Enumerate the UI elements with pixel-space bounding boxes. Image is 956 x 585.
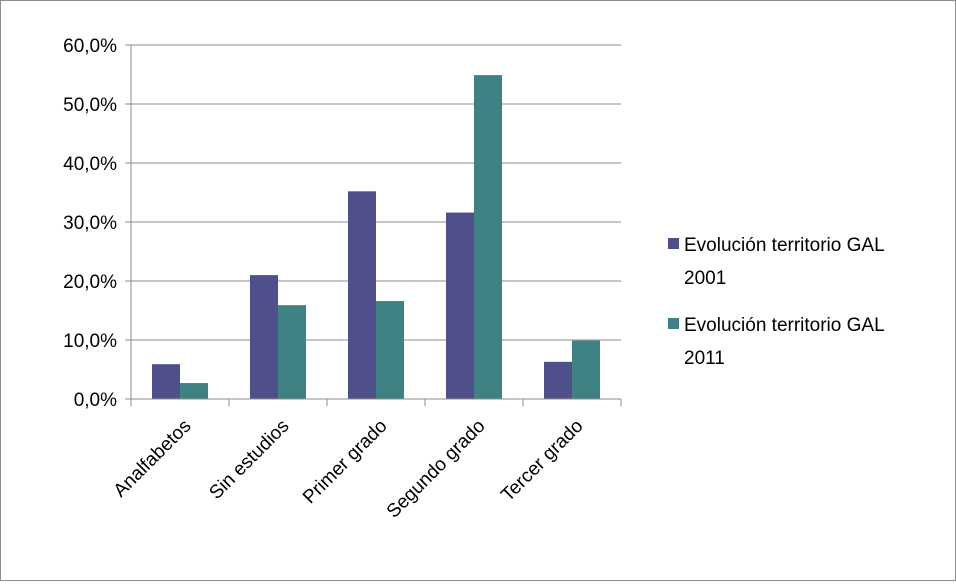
x-category-label: Analfabetos <box>110 416 196 502</box>
y-tick-label: 40,0% <box>63 154 117 175</box>
bar-2001-tercer-grado <box>544 361 572 399</box>
legend-label-2001-line2: 2001 <box>684 268 726 289</box>
legend-entry-2001: Evolución territorio GAL 2001 <box>668 235 885 289</box>
legend-entry-2011: Evolución territorio GAL 2011 <box>668 315 885 369</box>
x-category-labels: Analfabetos Sin estudios Primer gradoSegun… <box>110 416 588 523</box>
legend-label-2011-line2: 2011 <box>684 348 725 369</box>
legend-label-2011-line1: Evolución territorio GAL <box>684 315 885 336</box>
x-category-label: Tercer grado <box>497 416 587 506</box>
bar-2011-sin-estudios <box>278 305 306 399</box>
x-category-label: Sin estudios <box>205 416 293 504</box>
legend: Evolución territorio GAL 2001 Evolución … <box>668 235 885 369</box>
bar-2011-tercer-grado <box>572 340 600 399</box>
bar-2011-segundo-grado <box>474 75 502 399</box>
y-tick-label: 10,0% <box>63 331 117 352</box>
x-category-label: Primer grado <box>299 416 392 509</box>
legend-label-2001-line1: Evolución territorio GAL <box>684 235 885 256</box>
bar-2001-sin-estudios <box>250 275 278 399</box>
bar-2001-analfabetos <box>152 364 180 399</box>
x-category-label: Segundo grado <box>383 416 490 523</box>
legend-swatch-2011 <box>668 318 679 329</box>
bar-2001-primer-grado <box>348 191 376 399</box>
legend-swatch-2001 <box>668 238 679 249</box>
y-tick-label: 20,0% <box>63 272 117 293</box>
bar-2001-segundo-grado <box>446 212 474 399</box>
y-tick-label: 50,0% <box>63 95 117 116</box>
axes <box>125 44 622 406</box>
bar-2011-primer-grado <box>376 301 404 399</box>
y-tick-labels: 0,0% 10,0% 20,0% 30,0% 40,0% 50,0% 60,0% <box>63 36 117 411</box>
y-tick-label: 0,0% <box>74 390 117 411</box>
y-tick-label: 60,0% <box>63 36 117 57</box>
bar-2011-analfabetos <box>180 383 208 399</box>
bars <box>152 75 600 399</box>
y-tick-label: 30,0% <box>63 213 117 234</box>
